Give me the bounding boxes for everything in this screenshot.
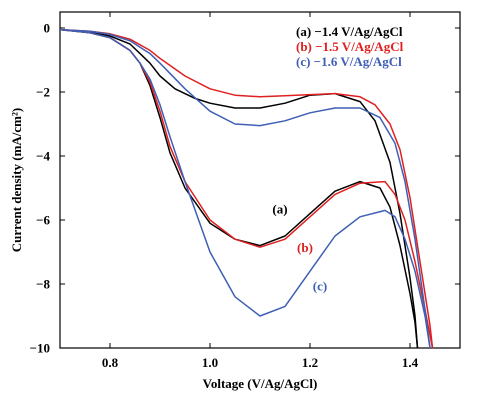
x-tick-label: 0.8	[102, 355, 119, 370]
annotation-c: (c)	[313, 278, 327, 293]
annotation-b: (b)	[297, 240, 313, 255]
series-c-curve-lower	[59, 28, 431, 349]
series-c	[59, 28, 431, 349]
y-tick-label: −2	[36, 85, 50, 100]
x-tick-label: 1.4	[402, 355, 419, 370]
y-tick-label: −8	[36, 277, 50, 292]
x-axis-title: Voltage (V/Ag/AgCl)	[203, 376, 318, 391]
series-layer	[59, 28, 434, 349]
x-tick-label: 1.2	[302, 355, 318, 370]
series-b	[59, 28, 434, 349]
legend-entry-b: (b) −1.5 V/Ag/AgCl	[296, 39, 404, 54]
series-c-curve-upper	[59, 28, 431, 349]
annotations: (a) (b) (c)	[272, 202, 327, 294]
legend: (a) −1.4 V/Ag/AgCl(b) −1.5 V/Ag/AgCl(c) …	[296, 24, 404, 69]
series-b-curve-lower	[59, 28, 434, 349]
legend-entry-c: (c) −1.6 V/Ag/AgCl	[296, 54, 402, 69]
series-a-curve-upper	[59, 28, 419, 349]
legend-entry-a: (a) −1.4 V/Ag/AgCl	[296, 24, 403, 39]
series-b-curve-upper	[59, 28, 434, 349]
y-tick-label: 0	[44, 21, 51, 36]
y-tick-label: −4	[36, 149, 50, 164]
y-tick-label: −6	[36, 213, 50, 228]
plot-area-frame	[59, 11, 461, 349]
x-tick-label: 1.0	[202, 355, 218, 370]
annotation-a: (a)	[272, 202, 287, 217]
axis-ticks: 0.8 1.0 1.2 1.4 0 −2 −4 −6 −8 −10	[30, 12, 460, 370]
y-axis-title: Current density (mA/cm²)	[9, 108, 24, 252]
y-tick-label: −10	[30, 341, 50, 356]
